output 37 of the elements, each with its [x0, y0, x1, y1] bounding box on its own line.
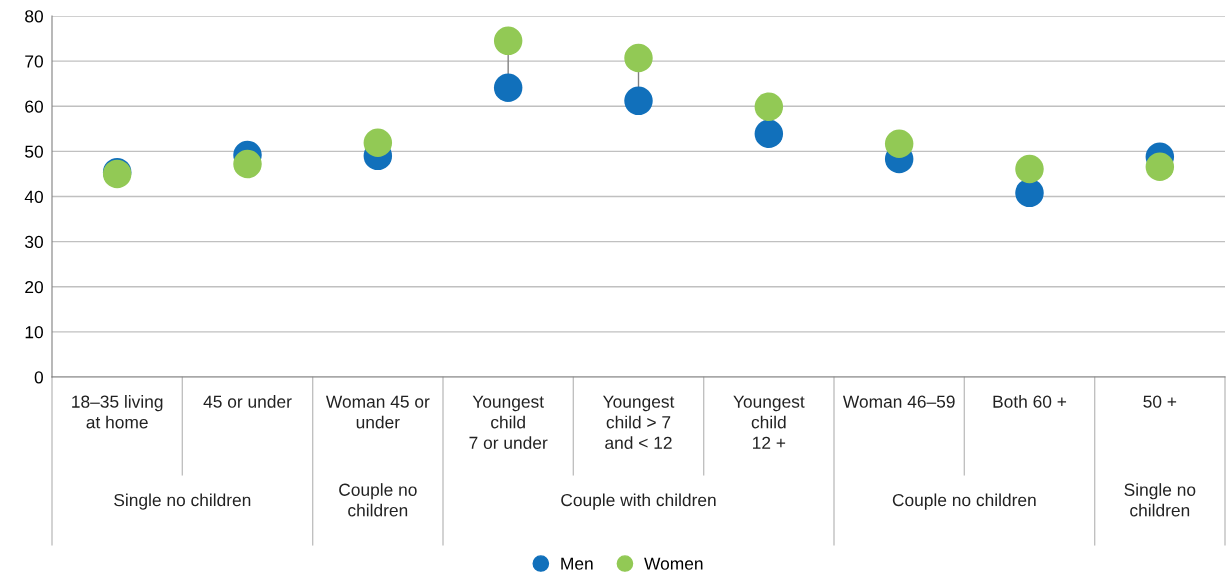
point — [624, 86, 653, 116]
point — [493, 26, 523, 56]
text: Single no children — [114, 493, 251, 510]
point — [1015, 178, 1044, 208]
x-tick-label: Youngest child 12 + — [733, 395, 805, 449]
y-tick-label: 70 — [25, 55, 43, 68]
point — [1145, 152, 1175, 181]
point — [233, 149, 262, 179]
x-tick-label: Woman 45 or under — [325, 395, 430, 429]
text: Couple no children — [892, 493, 1036, 510]
x-tick-label: 50 + — [1143, 395, 1177, 408]
x-tick-label: Youngest child > 7 and < 12 — [603, 395, 675, 449]
x-tick-label: Youngest child 7 or under — [469, 395, 548, 449]
legend-label: Women — [644, 557, 703, 570]
y-tick-label: 60 — [25, 100, 43, 113]
y-tick-label: 50 — [25, 145, 43, 158]
point — [754, 119, 784, 149]
point — [754, 92, 784, 121]
x-tick-label: Woman 46–59 — [842, 395, 955, 408]
x-tick-label: Both 60 + — [993, 395, 1067, 408]
text: Couple with children — [561, 493, 716, 510]
point — [1015, 154, 1044, 184]
x-tick-label: 18–35 living at home — [72, 395, 163, 429]
y-tick-label: 0 — [34, 371, 43, 384]
y-tick-label: 30 — [25, 235, 43, 249]
y-tick-label: 20 — [25, 280, 43, 294]
y-tick-label: 40 — [24, 190, 43, 203]
text: Single no children — [1124, 483, 1196, 517]
x-tick-label: 45 or under — [203, 395, 292, 408]
point — [363, 128, 393, 158]
y-tick-label: 80 — [25, 10, 43, 23]
legend-label: Men — [561, 557, 593, 570]
y-tick-label: 10 — [25, 326, 43, 339]
point — [624, 43, 653, 73]
text: Couple no children — [339, 483, 417, 517]
point — [493, 73, 523, 102]
point — [884, 129, 914, 158]
